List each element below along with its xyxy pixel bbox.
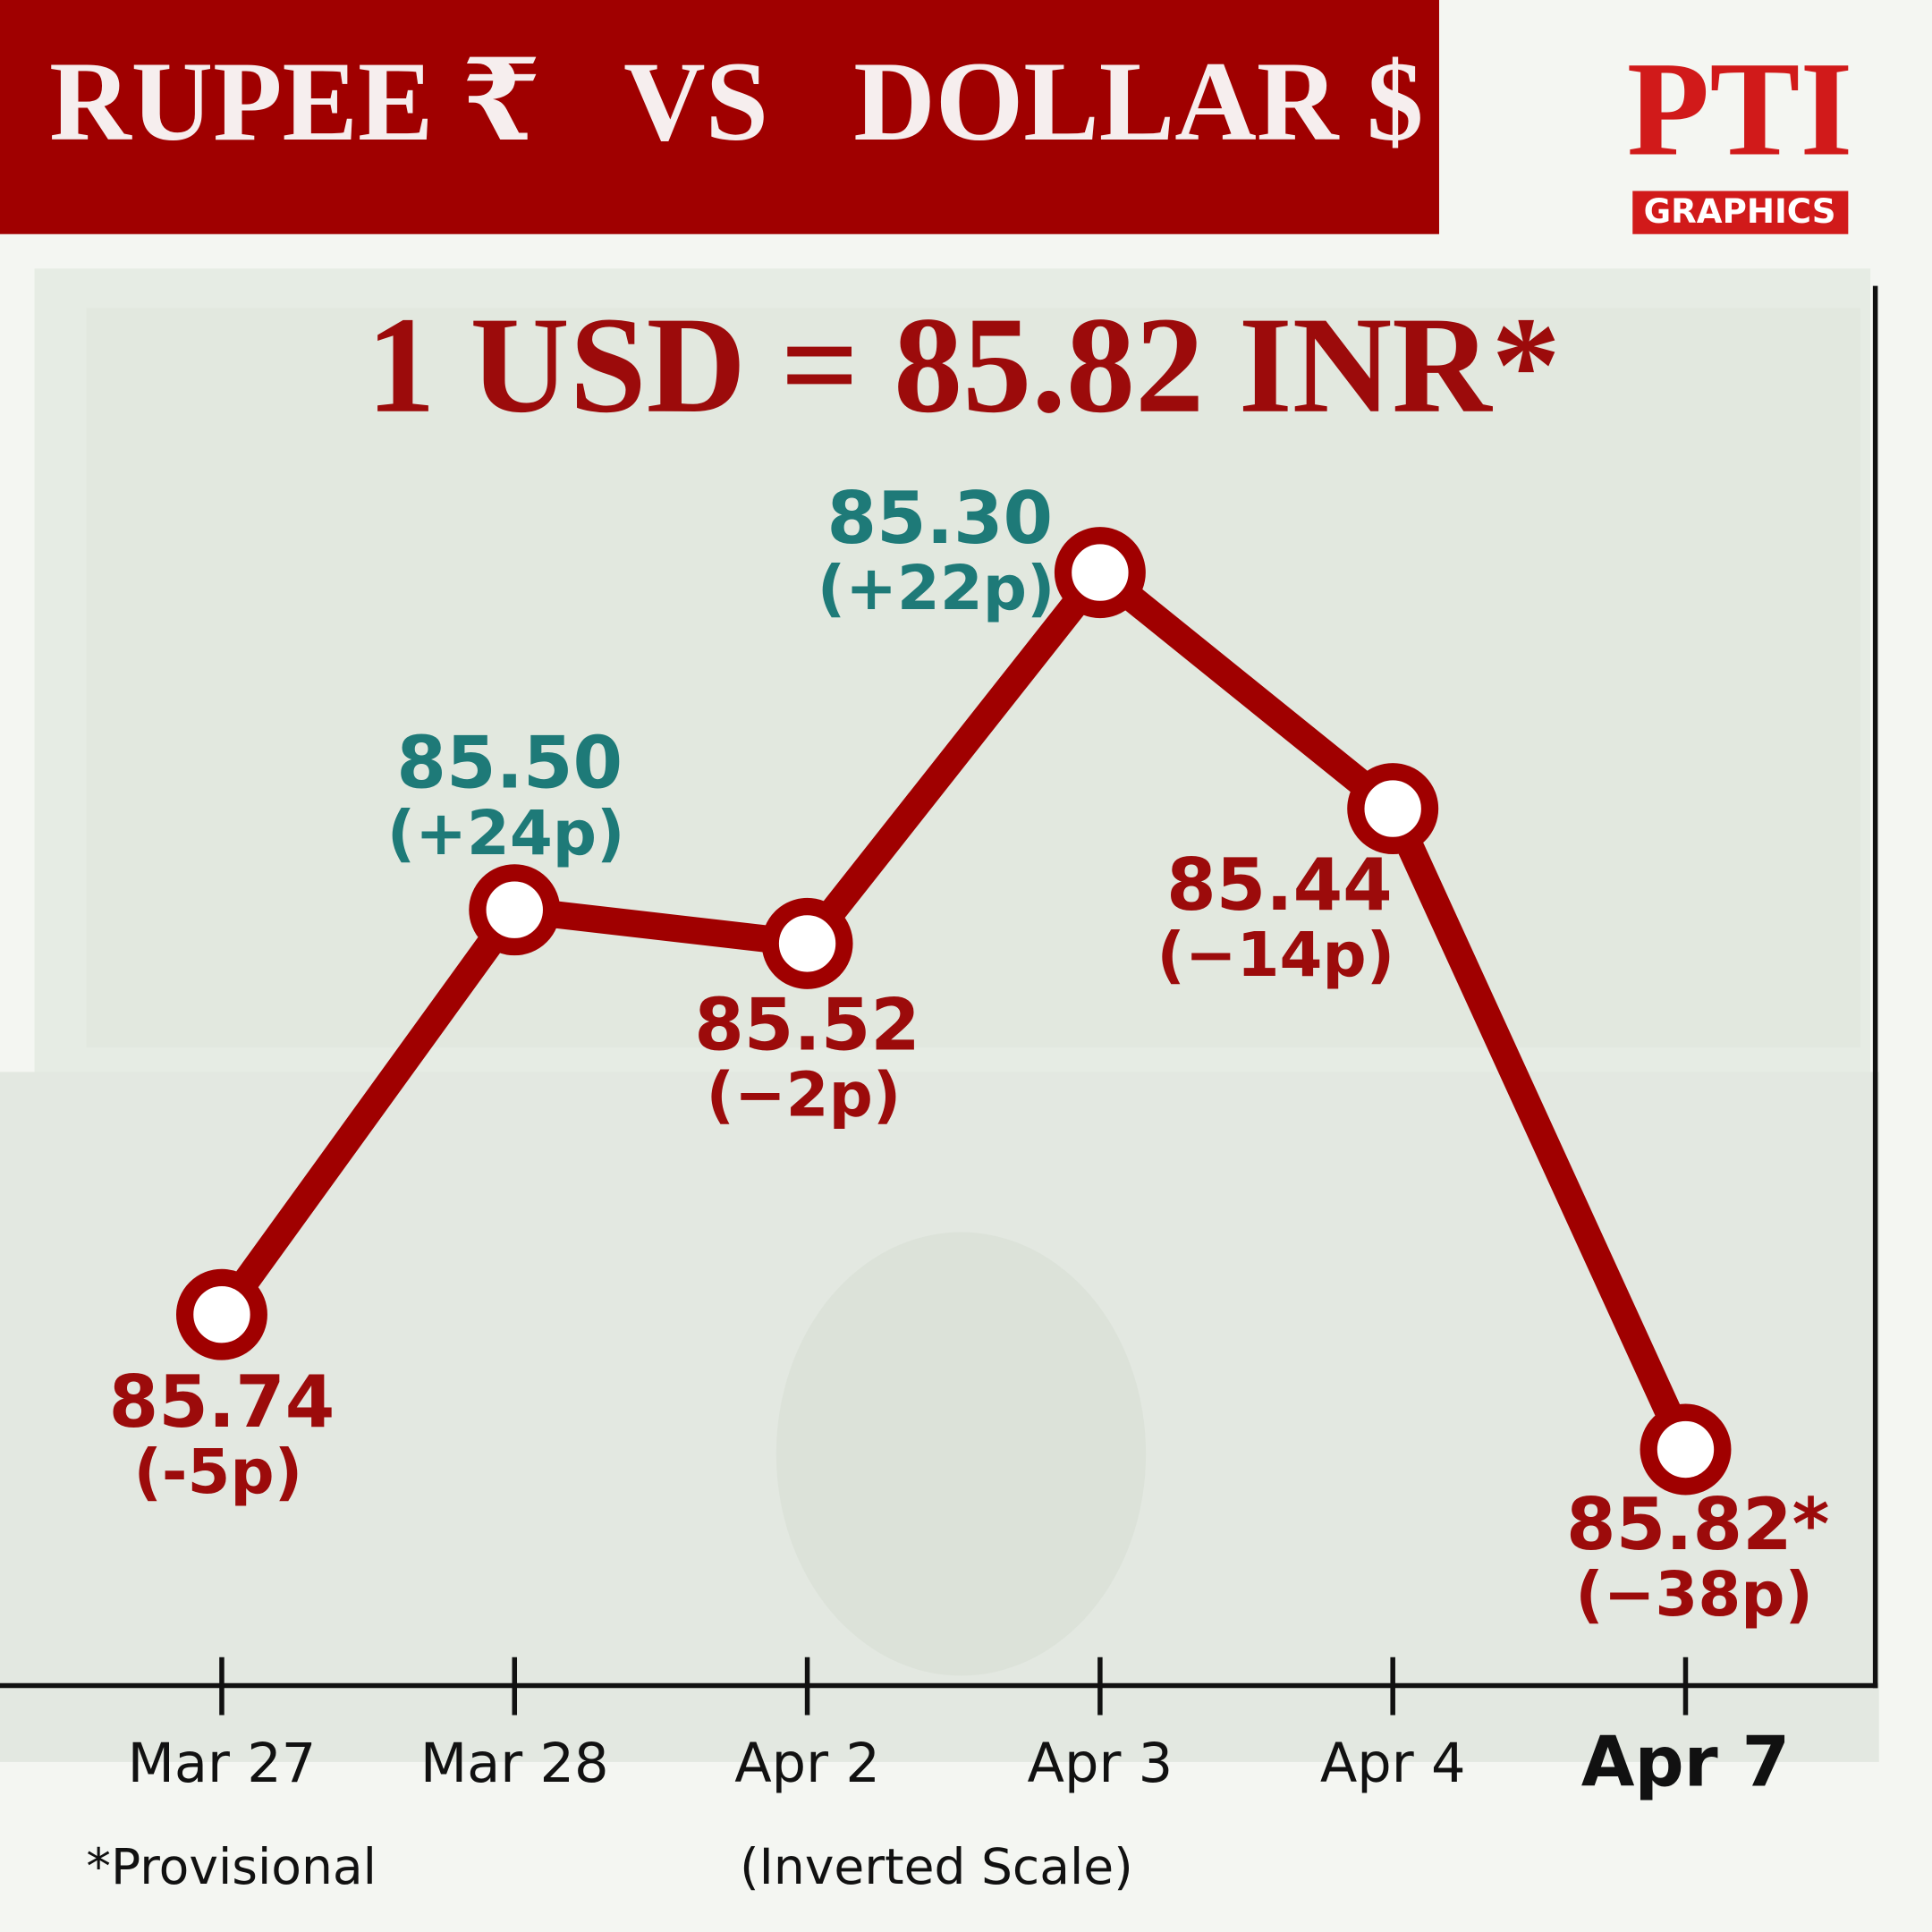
title-bar: [0, 0, 1439, 234]
change-label: (+22p): [818, 553, 1055, 624]
x-tick-label: Apr 4: [1320, 1733, 1466, 1795]
data-point: [1347, 763, 1439, 855]
x-tick-label: Apr 7: [1581, 1722, 1790, 1802]
value-label: 85.50: [396, 722, 623, 805]
logo: PTI: [1627, 34, 1853, 184]
change-label: (+24p): [387, 798, 625, 869]
value-label: 85.30: [826, 477, 1053, 560]
banknote-rupee-inner: [86, 308, 1861, 1047]
data-point: [469, 864, 561, 956]
headline: 1 USD = 85.82 INR*: [367, 290, 1561, 442]
value-label: 85.74: [109, 1360, 335, 1444]
change-label: (−14p): [1157, 919, 1394, 991]
data-point: [1054, 527, 1146, 619]
x-tick-label: Mar 28: [420, 1733, 609, 1795]
title: RUPEE ₹ VS DOLLAR $: [49, 39, 1423, 165]
scale-note: (Inverted Scale): [740, 1838, 1133, 1895]
footnote: *Provisional: [86, 1838, 377, 1895]
x-tick-label: Apr 3: [1028, 1733, 1174, 1795]
x-tick-label: Apr 2: [734, 1733, 880, 1795]
data-point: [1640, 1403, 1732, 1496]
portrait: [775, 1232, 1147, 1676]
logo-bar: [1632, 191, 1849, 234]
value-label: 85.82*: [1566, 1483, 1829, 1566]
data-line: [210, 558, 1699, 1455]
value-label: 85.52: [694, 983, 920, 1066]
change-label: (−38p): [1575, 1559, 1813, 1631]
value-label: 85.44: [1166, 843, 1393, 927]
data-point: [761, 897, 853, 989]
change-label: (-5p): [133, 1436, 302, 1508]
data-point: [175, 1268, 267, 1360]
logo-subtext: GRAPHICS: [1644, 191, 1836, 231]
change-label: (−2p): [707, 1060, 902, 1131]
x-tick-label: Mar 27: [128, 1733, 317, 1795]
